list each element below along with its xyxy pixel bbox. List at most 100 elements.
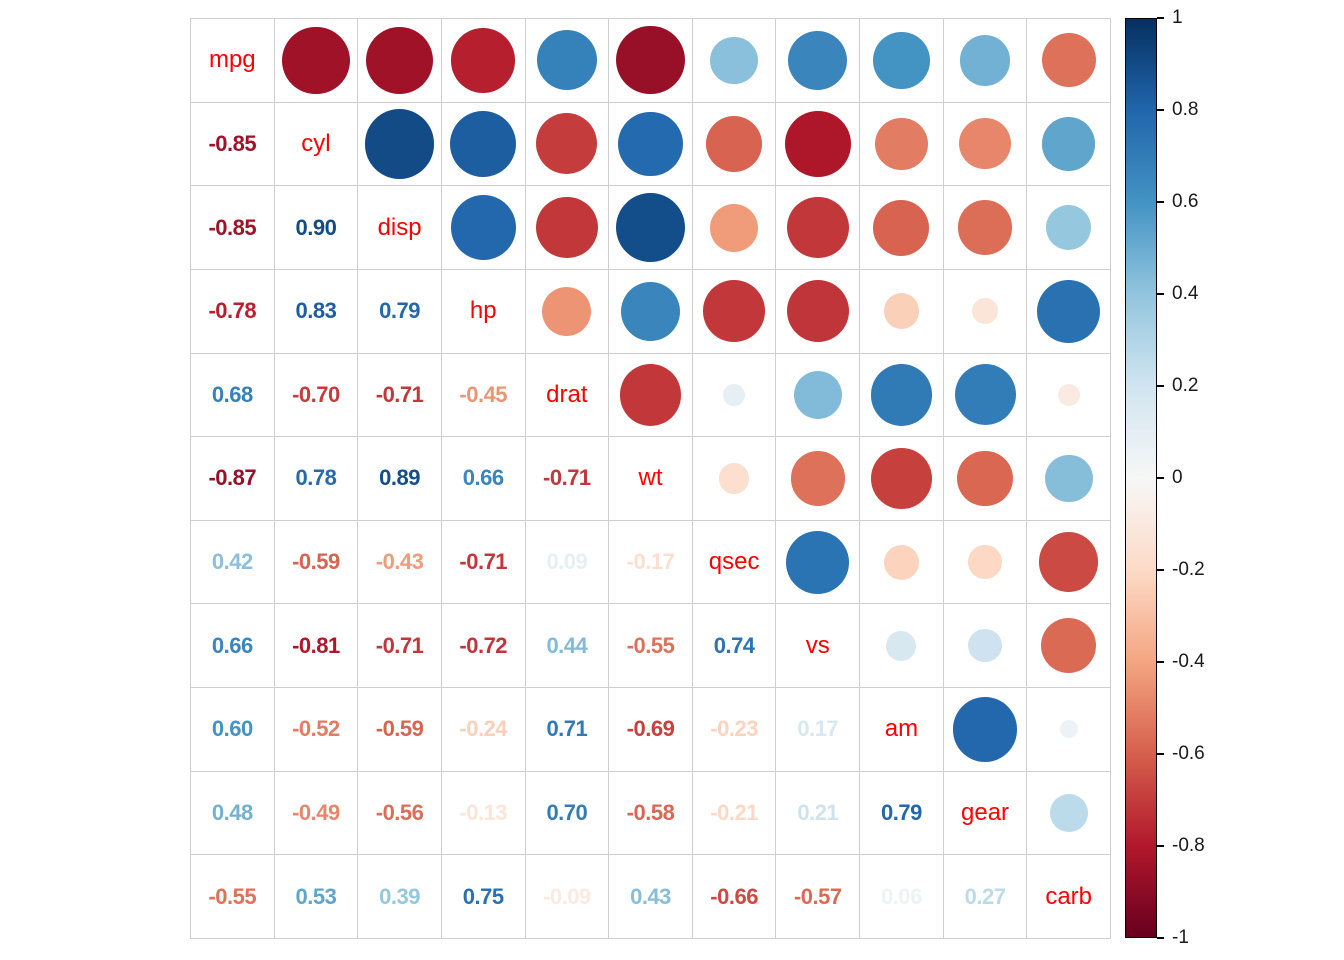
corr-circle [620, 281, 681, 341]
corr-circle [364, 109, 435, 179]
corr-value: -0.71 [375, 632, 424, 658]
corr-value: -0.66 [710, 883, 758, 909]
corr-value-cell: -0.85 [191, 186, 275, 270]
corr-value: 0.79 [379, 298, 420, 324]
corr-circle-cell [776, 437, 861, 521]
corr-value-cell: -0.59 [274, 520, 359, 605]
corr-value: -0.72 [459, 632, 508, 658]
corr-value: -0.55 [626, 632, 675, 658]
corr-circle-cell [776, 102, 861, 187]
corr-circle [710, 36, 758, 84]
corr-value-cell: 0.68 [191, 353, 275, 438]
corr-value-cell: 0.17 [776, 688, 861, 772]
corr-circle-cell [609, 102, 693, 187]
corr-circle-cell [943, 269, 1028, 354]
corr-circle-cell [860, 269, 944, 354]
corr-value: -0.24 [459, 716, 508, 742]
corr-circle-cell [943, 353, 1028, 438]
corr-value: 0.75 [462, 883, 504, 909]
corr-circle-cell [609, 186, 693, 270]
corr-value: -0.59 [375, 716, 424, 742]
corr-circle [954, 364, 1016, 426]
corr-circle [883, 544, 919, 580]
colorbar-tick-label: -0.8 [1172, 835, 1205, 856]
corr-value-cell: 0.66 [441, 437, 526, 521]
corr-value: -0.45 [459, 381, 508, 407]
corr-circle-cell [776, 353, 861, 438]
corr-circle-cell [609, 269, 693, 354]
corr-value-cell: -0.17 [609, 520, 693, 605]
corr-circle [616, 26, 685, 95]
variable-label: mpg [208, 46, 256, 74]
variable-label: am [884, 715, 919, 743]
corr-circle-cell [1027, 437, 1111, 521]
corr-circle [710, 203, 759, 252]
corr-circle [875, 117, 928, 171]
corr-value: -0.52 [292, 716, 340, 742]
corr-value: 0.43 [630, 883, 671, 909]
corr-circle [703, 280, 765, 342]
variable-label-cell: hp [441, 269, 526, 354]
corr-value: -0.43 [375, 549, 424, 575]
corr-value-cell: -0.52 [274, 688, 359, 772]
corr-value-cell: 0.43 [609, 855, 693, 939]
corr-circle [971, 298, 999, 325]
corr-circle-cell [525, 102, 610, 187]
corr-circle [793, 370, 842, 420]
corr-circle [871, 448, 932, 509]
corr-circle [1042, 117, 1096, 171]
corr-circle [1045, 204, 1092, 251]
corr-value: 0.90 [295, 214, 337, 240]
corr-value-cell: -0.72 [441, 604, 526, 689]
colorbar-tick-mark [1157, 569, 1164, 571]
corr-value: -0.23 [710, 716, 758, 742]
corr-circle [619, 364, 682, 426]
corr-value-cell: -0.55 [609, 604, 693, 689]
corr-value-cell: -0.45 [441, 353, 526, 438]
corr-circle-cell [776, 186, 861, 270]
colorbar-gradient [1125, 18, 1157, 938]
corr-value-cell: 0.48 [191, 771, 275, 856]
variable-label: qsec [708, 548, 760, 576]
corr-circle [786, 280, 849, 343]
variable-label: carb [1045, 882, 1093, 910]
variable-label: cyl [301, 129, 331, 157]
corr-value-cell: -0.66 [692, 855, 777, 939]
corr-value-cell: -0.21 [692, 771, 777, 856]
corr-value: 0.68 [211, 381, 253, 407]
correlation-grid: mpg -0.85 cyl -0.85 0.90 disp -0.78 0.83 0.79 hp 0… [190, 18, 1111, 939]
corr-circle [719, 463, 750, 494]
corr-circle [870, 364, 933, 426]
corr-value: -0.71 [459, 549, 508, 575]
corr-value: 0.71 [546, 716, 588, 742]
corr-value: -0.78 [208, 298, 257, 324]
corr-circle-cell [692, 19, 777, 103]
corr-value: -0.70 [292, 381, 340, 407]
corr-value: 0.17 [797, 716, 839, 742]
corr-value: -0.09 [543, 883, 591, 909]
corr-circle-cell [609, 353, 693, 438]
corr-value: -0.58 [626, 800, 675, 826]
corr-circle-cell [1027, 102, 1111, 187]
corr-value-cell: -0.57 [776, 855, 861, 939]
corr-circle [1039, 532, 1099, 592]
colorbar-tick-label: 0.6 [1172, 191, 1199, 212]
corr-value: 0.06 [880, 883, 922, 909]
colorbar-tick-label: 0.8 [1172, 99, 1199, 120]
corr-value: -0.71 [543, 465, 591, 491]
corr-value-cell: 0.06 [860, 855, 944, 939]
corr-circle [786, 530, 850, 594]
colorbar-tick-mark [1157, 201, 1164, 203]
corr-value: -0.69 [626, 716, 675, 742]
corr-value: 0.42 [211, 549, 253, 575]
corr-circle [536, 113, 598, 175]
corr-circle-cell [776, 520, 861, 605]
corr-circle [790, 451, 845, 506]
corr-circle [788, 30, 848, 90]
corr-circle-cell [860, 520, 944, 605]
corr-circle-cell [943, 688, 1028, 772]
corr-circle [450, 195, 516, 261]
corr-value-cell: -0.13 [441, 771, 526, 856]
corr-circle-cell [860, 353, 944, 438]
corr-value-cell: 0.42 [191, 520, 275, 605]
